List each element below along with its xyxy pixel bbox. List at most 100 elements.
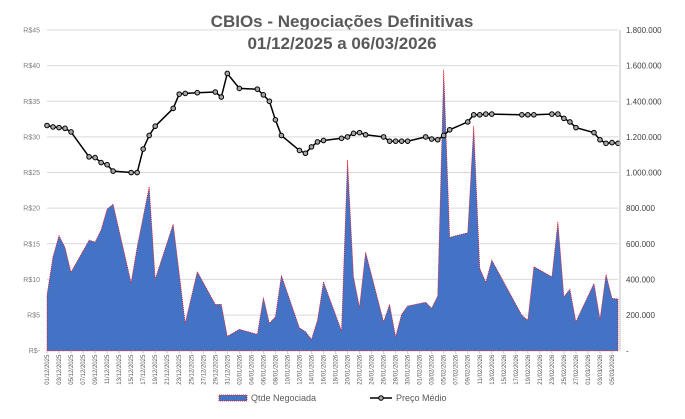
x-tick-label: 23/12/2025: [177, 354, 183, 385]
x-tick-label: 17/12/2025: [141, 354, 147, 385]
price-marker: [440, 132, 447, 139]
price-marker: [603, 140, 609, 147]
x-tick-label: 25/02/2026: [562, 354, 568, 385]
left-tick-label: R$10: [23, 277, 40, 284]
price-marker: [597, 136, 603, 143]
price-marker: [362, 131, 369, 138]
right-tick-label: 1.800.000: [626, 26, 662, 35]
price-marker: [350, 130, 357, 137]
legend-item-volume: Qtde Negociada: [218, 393, 316, 403]
price-marker: [272, 116, 279, 123]
x-tick-label: 05/03/2026: [610, 354, 616, 385]
x-tick-label: 06/01/2026: [261, 354, 267, 385]
left-tick-label: R$40: [23, 63, 40, 70]
price-marker: [338, 135, 345, 142]
x-tick-label: 05/12/2025: [69, 354, 75, 385]
x-tick-label: 07/02/2026: [454, 354, 460, 385]
price-marker: [146, 132, 152, 139]
price-marker: [104, 161, 110, 168]
x-tick-label: 21/02/2026: [538, 354, 544, 385]
x-tick-label: 08/01/2026: [273, 354, 279, 385]
price-marker: [278, 132, 285, 139]
x-axis: 01/12/2025 03/12/2025 05/12/2025 07/12/2025…: [45, 350, 616, 385]
chart-subtitle: 01/12/2025 a 06/03/2026: [247, 34, 436, 53]
price-line-series: [44, 70, 621, 176]
volume-area: [46, 69, 619, 352]
x-tick-label: 07/12/2025: [81, 354, 87, 385]
left-tick-label: R$25: [23, 170, 40, 177]
x-tick-label: 30/01/2026: [406, 354, 412, 385]
price-marker: [519, 112, 525, 118]
price-marker: [356, 129, 363, 136]
right-tick-label: 1.400.000: [626, 97, 662, 106]
x-tick-label: 13/02/2026: [490, 354, 496, 385]
price-marker: [50, 124, 56, 130]
price-marker: [152, 123, 158, 130]
price-marker: [86, 154, 92, 160]
x-tick-label: 22/01/2026: [358, 354, 364, 385]
x-tick-label: 24/01/2026: [370, 354, 376, 385]
price-marker: [170, 105, 177, 112]
x-tick-label: 26/01/2026: [382, 354, 388, 385]
price-marker: [344, 134, 351, 140]
legend-swatch-area: [218, 394, 248, 402]
x-tick-label: 05/02/2026: [442, 354, 448, 385]
price-marker: [260, 92, 267, 98]
x-tick-label: 03/12/2025: [57, 354, 63, 385]
price-marker: [398, 138, 405, 144]
price-marker: [567, 119, 573, 125]
right-tick-label: 400.000: [626, 275, 655, 284]
price-marker: [573, 124, 579, 131]
left-tick-label: R$5: [27, 313, 40, 320]
price-marker: [92, 154, 98, 161]
x-tick-label: 01/12/2025: [45, 354, 51, 385]
x-tick-label: 27/12/2025: [201, 354, 207, 385]
price-marker: [320, 137, 327, 144]
price-marker: [134, 169, 140, 176]
x-tick-label: 23/02/2026: [550, 354, 556, 385]
x-tick-label: 28/01/2026: [394, 354, 400, 385]
x-tick-label: 04/01/2026: [249, 354, 255, 385]
price-marker: [428, 136, 435, 142]
right-tick-label: 1.000.000: [626, 169, 662, 178]
price-marker: [488, 111, 495, 117]
right-tick-label: 1.600.000: [626, 62, 662, 71]
chart-title: CBIOs - Negociações Definitivas: [211, 12, 474, 31]
price-marker: [110, 168, 116, 174]
x-tick-label: 20/01/2026: [346, 354, 352, 385]
x-tick-label: 15/02/2026: [502, 354, 508, 385]
price-marker: [561, 115, 567, 122]
right-axis: - 200.000 400.000 600.000 800.000 1.000.000 1.…: [619, 26, 662, 356]
legend: Qtde Negociada Preço Médio: [218, 393, 447, 403]
x-tick-label: 29/12/2025: [213, 354, 219, 385]
price-marker: [254, 86, 261, 92]
legend-marker: [378, 395, 384, 401]
price-marker: [218, 94, 225, 100]
x-tick-label: 09/02/2026: [466, 354, 472, 385]
x-tick-label: 31/12/2025: [225, 354, 231, 385]
price-marker: [266, 98, 273, 105]
price-marker: [182, 90, 189, 97]
x-tick-label: 18/01/2026: [334, 354, 340, 385]
right-tick-label: 600.000: [626, 240, 655, 249]
x-tick-label: 14/01/2026: [309, 354, 315, 385]
price-marker: [476, 112, 483, 118]
price-marker: [434, 136, 441, 143]
price-marker: [380, 134, 387, 140]
left-tick-label: R$45: [23, 28, 40, 35]
left-tick-label: R$15: [23, 241, 40, 248]
price-marker: [404, 138, 411, 144]
x-tick-label: 03/03/2026: [598, 354, 604, 385]
price-marker: [296, 147, 303, 154]
left-tick-label: R$30: [23, 134, 40, 141]
right-tick-label: 1.200.000: [626, 133, 662, 142]
price-marker: [386, 138, 393, 144]
legend-label-price: Preço Médio: [396, 393, 447, 403]
x-tick-label: 10/01/2026: [285, 354, 291, 385]
volume-area-series: [46, 69, 619, 352]
price-marker: [464, 119, 471, 125]
price-marker: [128, 169, 134, 176]
x-tick-label: 01/02/2026: [418, 354, 424, 385]
price-marker: [68, 129, 74, 135]
